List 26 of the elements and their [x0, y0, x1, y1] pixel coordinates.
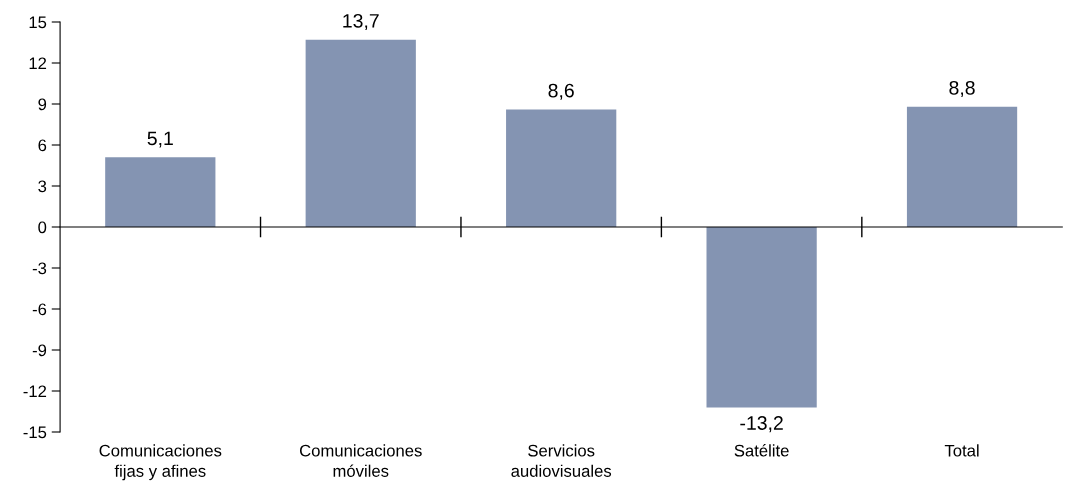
y-tick-label: 15	[29, 16, 47, 29]
y-tick-label: 0	[38, 221, 47, 234]
y-tick-label: 9	[38, 98, 47, 111]
x-tick-label: Comunicaciones fijas y afines	[99, 444, 222, 481]
x-tick-label: Comunicaciones móviles	[299, 444, 422, 477]
x-tick-label: Total	[944, 444, 979, 457]
data-label: 13,7	[343, 13, 379, 31]
y-tick-label: 6	[38, 139, 47, 152]
y-tick-label: -6	[32, 303, 47, 316]
y-tick-label: -12	[23, 385, 47, 398]
data-label: 8,6	[548, 83, 574, 100]
data-label: 8,8	[949, 80, 975, 97]
data-label: 5,1	[147, 131, 173, 148]
y-tick-label: -15	[23, 426, 47, 439]
bar	[506, 109, 617, 227]
y-tick-label: 3	[38, 180, 47, 193]
bar	[906, 106, 1018, 227]
bar	[105, 157, 216, 227]
y-tick-label: -9	[32, 344, 47, 357]
bar	[305, 39, 416, 227]
data-label: -13,2	[740, 416, 783, 433]
y-tick-label: 12	[29, 57, 47, 70]
bar	[706, 227, 817, 408]
y-tick-label: -3	[32, 262, 47, 275]
x-tick-label: Servicios audiovisuales	[511, 444, 612, 477]
x-tick-label: Satélite	[734, 444, 789, 457]
